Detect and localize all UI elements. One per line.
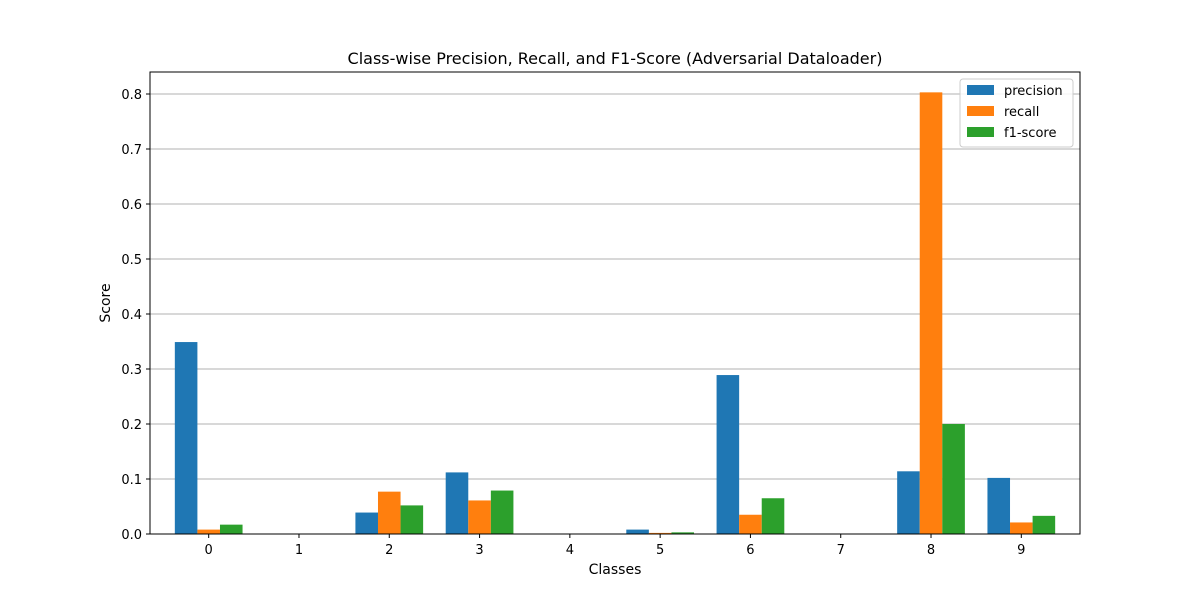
bar-recall-class-6 — [739, 514, 762, 534]
bar-recall-class-9 — [1010, 522, 1033, 534]
bar-f1-score-class-6 — [761, 498, 785, 534]
bar-precision-class-0 — [174, 342, 198, 534]
bar-f1-score-class-9 — [1032, 515, 1056, 534]
bar-recall-class-5 — [648, 532, 672, 534]
bar-precision-class-2 — [355, 512, 378, 534]
y-tick-label: 0.0 — [121, 528, 142, 543]
legend-label-f1-score: f1-score — [1004, 126, 1056, 141]
y-tick-label: 0.6 — [121, 198, 142, 213]
legend-swatch-recall — [967, 106, 994, 116]
legend-swatch-f1-score — [967, 127, 994, 137]
x-tick-label: 7 — [837, 543, 845, 558]
x-tick-label: 4 — [566, 543, 574, 558]
x-axis-ticks: 0 1 2 3 4 5 6 7 8 9 — [205, 534, 1025, 558]
y-tick-label: 0.7 — [121, 143, 142, 158]
y-tick-label: 0.5 — [121, 253, 142, 268]
bar-precision-class-6 — [716, 375, 740, 534]
bar-f1-score-class-0 — [219, 524, 243, 534]
x-tick-label: 9 — [1017, 543, 1025, 558]
y-axis-title: Score — [98, 283, 114, 322]
legend-swatch-precision — [967, 85, 994, 95]
bar-recall-class-0 — [197, 529, 220, 534]
bar-f1-score-class-3 — [490, 490, 514, 534]
y-tick-label: 0.4 — [121, 308, 142, 323]
bar-f1-score-class-8 — [942, 424, 965, 534]
chart-title: Class-wise Precision, Recall, and F1-Sco… — [348, 49, 883, 68]
plot-frame — [149, 71, 1081, 535]
x-tick-label: 6 — [746, 543, 754, 558]
y-tick-label: 0.3 — [121, 363, 142, 378]
x-tick-label: 5 — [656, 543, 664, 558]
legend: precision recall f1-score — [959, 78, 1074, 148]
y-tick-label: 0.1 — [121, 473, 142, 488]
bar-recall-class-8 — [919, 92, 943, 534]
bar-recall-class-3 — [468, 500, 491, 534]
bars — [174, 92, 1056, 534]
x-tick-label: 8 — [927, 543, 935, 558]
x-tick-label: 3 — [475, 543, 483, 558]
bar-precision-class-9 — [987, 477, 1011, 534]
bar-precision-class-3 — [445, 472, 469, 534]
bar-precision-class-5 — [626, 529, 649, 534]
bar-precision-class-8 — [897, 471, 920, 534]
y-axis-ticks: 0.0 0.1 0.2 0.3 0.4 0.5 0.6 0.7 0.8 — [121, 88, 150, 543]
legend-label-precision: precision — [1004, 84, 1063, 99]
legend-label-recall: recall — [1004, 105, 1039, 120]
bar-f1-score-class-5 — [671, 532, 695, 534]
bar-recall-class-2 — [377, 491, 401, 534]
bar-f1-score-class-2 — [400, 505, 424, 534]
y-tick-label: 0.2 — [121, 418, 142, 433]
y-tick-label: 0.8 — [121, 88, 142, 103]
x-tick-label: 0 — [205, 543, 213, 558]
x-tick-label: 2 — [385, 543, 393, 558]
x-axis-title: Classes — [589, 562, 642, 578]
x-tick-label: 1 — [295, 543, 303, 558]
